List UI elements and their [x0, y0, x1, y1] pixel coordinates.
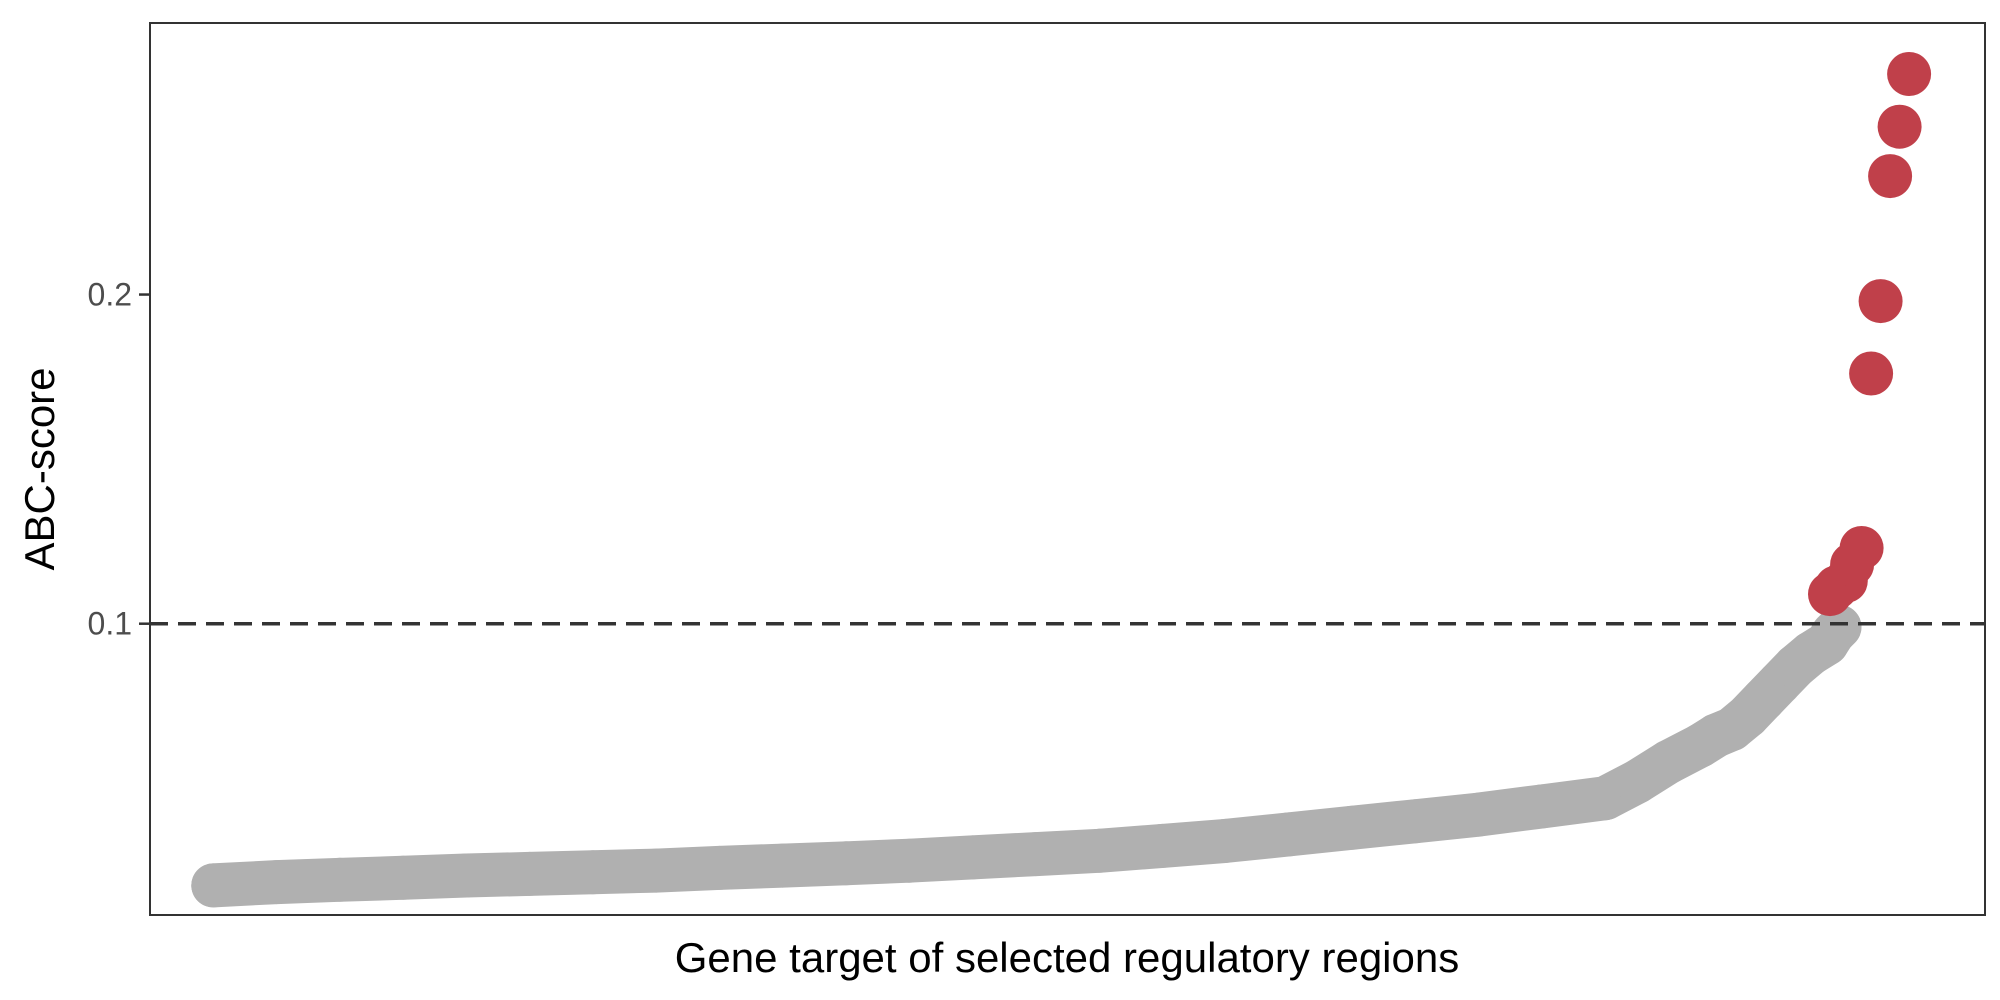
- red-point: [1887, 52, 1932, 96]
- gray-point: [254, 860, 299, 905]
- gray-point: [760, 843, 805, 888]
- gray-point: [1267, 812, 1311, 857]
- gray-point: [634, 848, 679, 893]
- gray-point: [1330, 805, 1375, 850]
- gray-point: [444, 853, 489, 898]
- plot-panel-background: [150, 23, 1985, 915]
- gray-point: [697, 845, 742, 890]
- gray-point: [887, 838, 932, 883]
- gray-point: [570, 850, 615, 895]
- red-point: [1877, 104, 1922, 149]
- gray-point: [1203, 818, 1248, 863]
- y-axis: 0.1 0.2: [88, 277, 150, 642]
- gray-point: [1520, 784, 1565, 829]
- plot-panel-border: [149, 22, 1986, 916]
- red-point: [1849, 351, 1894, 396]
- gray-point: [381, 855, 426, 900]
- gray-point: [1615, 759, 1659, 804]
- y-tick-label: 0.1: [88, 606, 132, 642]
- red-point: [1858, 279, 1903, 324]
- y-axis-title: ABC-score: [16, 367, 63, 570]
- red-point: [1839, 526, 1884, 570]
- gray-point: [1013, 832, 1058, 877]
- data-points: [191, 52, 1932, 908]
- gray-point: [1140, 823, 1185, 868]
- gray-point: [191, 863, 236, 908]
- gray-point: [1393, 799, 1438, 844]
- gray-point: [1456, 792, 1501, 837]
- x-axis-title: Gene target of selected regulatory regio…: [675, 934, 1459, 981]
- gray-point: [317, 857, 362, 902]
- gray-point: [1077, 828, 1122, 873]
- gray-point: [824, 841, 868, 886]
- red-point: [1868, 154, 1913, 199]
- y-tick-label: 0.2: [88, 277, 132, 313]
- gray-point: [950, 835, 995, 880]
- gray-point: [507, 851, 552, 896]
